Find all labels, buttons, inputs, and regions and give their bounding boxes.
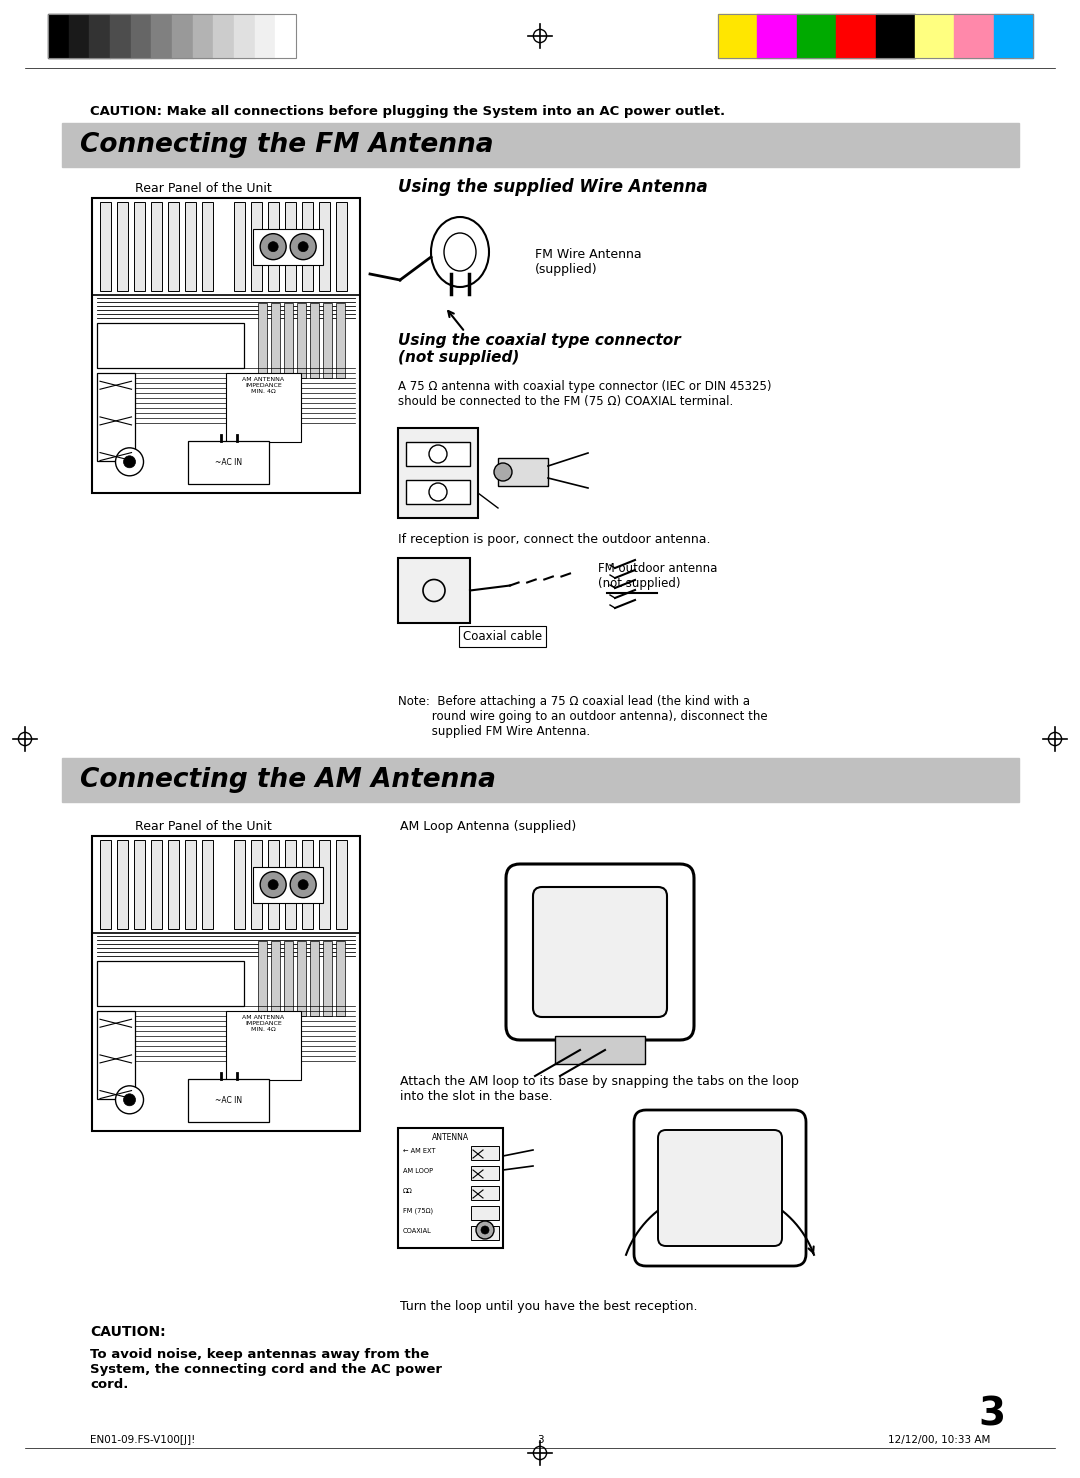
Bar [498,458,548,486]
Bar [555,1036,645,1064]
Text: CAUTION: Make all connections before plugging the System into an AC power outlet: CAUTION: Make all connections before plu… [90,105,725,118]
Bar [48,13,296,58]
Text: A 75 Ω antenna with coaxial type connector (IEC or DIN 45325)
should be connecte: A 75 Ω antenna with coaxial type connect… [399,380,771,408]
Bar [994,13,1032,58]
Bar [202,202,213,291]
Text: Turn the loop until you have the best reception.: Turn the loop until you have the best re… [400,1301,698,1312]
Bar [876,13,915,58]
Text: AM ANTENNA
IMPEDANCE
MIN. 4Ω: AM ANTENNA IMPEDANCE MIN. 4Ω [242,1015,285,1032]
Bar [302,840,313,930]
Bar [284,303,293,378]
Bar [62,123,1020,167]
Text: AM Loop Antenna (supplied): AM Loop Antenna (supplied) [400,820,577,834]
Text: FM (75Ω): FM (75Ω) [403,1208,433,1215]
Text: ~AC IN: ~AC IN [215,458,242,467]
Bar [319,202,330,291]
Bar [234,202,245,291]
Bar [797,13,836,58]
Bar [297,303,306,378]
Text: If reception is poor, connect the outdoor antenna.: If reception is poor, connect the outdoo… [399,534,711,545]
Bar [285,840,296,930]
Bar [285,202,296,291]
Circle shape [116,448,144,476]
Bar [97,324,244,368]
Bar [117,202,129,291]
Text: CAUTION:: CAUTION: [90,1324,165,1339]
Bar [336,840,347,930]
FancyBboxPatch shape [507,865,694,1041]
Text: Rear Panel of the Unit: Rear Panel of the Unit [135,820,272,834]
FancyBboxPatch shape [658,1131,782,1246]
Text: ← AM EXT: ← AM EXT [403,1148,435,1154]
Text: To avoid noise, keep antennas away from the
System, the connecting cord and the : To avoid noise, keep antennas away from … [90,1348,442,1391]
Bar [336,303,346,378]
Bar [226,374,301,442]
Bar [151,13,172,58]
Bar [97,1011,135,1098]
Circle shape [481,1225,489,1234]
Bar [336,941,346,1017]
Text: FM outdoor antenna
(not supplied): FM outdoor antenna (not supplied) [598,562,717,590]
Bar [251,840,262,930]
Bar [131,13,151,58]
Bar [268,202,279,291]
Bar [90,13,110,58]
Bar [253,229,323,265]
Bar [471,1225,499,1240]
Bar [258,303,267,378]
Bar [97,961,244,1007]
Bar [97,374,135,461]
Bar [92,837,360,1131]
Bar [399,559,470,624]
Bar [255,13,275,58]
Text: Connecting the AM Antenna: Connecting the AM Antenna [80,767,496,794]
Bar [319,840,330,930]
Circle shape [476,1221,494,1239]
FancyBboxPatch shape [634,1110,806,1267]
Bar [406,442,470,466]
Bar [258,941,267,1017]
Text: AM LOOP: AM LOOP [403,1168,433,1174]
Bar [234,13,255,58]
Text: ~AC IN: ~AC IN [215,1095,242,1106]
Bar [310,941,320,1017]
Bar [189,440,269,485]
Text: Note:  Before attaching a 75 Ω coaxial lead (the kind with a
         round wire: Note: Before attaching a 75 Ω coaxial le… [399,695,768,738]
Bar [757,13,797,58]
Bar [100,840,111,930]
Bar [955,13,994,58]
Circle shape [123,455,135,469]
Text: Coaxial cable: Coaxial cable [463,630,542,643]
Bar [189,1079,269,1122]
Text: AM ANTENNA
IMPEDANCE
MIN. 4Ω: AM ANTENNA IMPEDANCE MIN. 4Ω [242,377,285,393]
Bar [185,202,195,291]
Bar [185,840,195,930]
Text: ΩΩ: ΩΩ [403,1188,413,1194]
Text: 12/12/00, 10:33 AM: 12/12/00, 10:33 AM [888,1435,990,1445]
Text: ANTENNA: ANTENNA [432,1134,469,1142]
Bar [471,1206,499,1219]
Bar [271,303,280,378]
Circle shape [298,879,308,890]
Circle shape [291,872,316,897]
Bar [399,1128,503,1247]
FancyBboxPatch shape [534,887,667,1017]
Bar [271,941,280,1017]
Text: Using the coaxial type connector
(not supplied): Using the coaxial type connector (not su… [399,333,680,365]
Bar [62,758,1020,803]
Bar [718,13,757,58]
Bar [214,13,234,58]
Bar [92,198,360,494]
Bar [69,13,90,58]
Circle shape [268,879,279,890]
Bar [202,840,213,930]
Bar [151,202,162,291]
Bar [323,303,333,378]
Bar [471,1166,499,1179]
Bar [134,840,145,930]
Text: Using the supplied Wire Antenna: Using the supplied Wire Antenna [399,177,707,197]
Bar [268,840,279,930]
Circle shape [268,242,279,251]
Ellipse shape [431,217,489,287]
Bar [310,303,320,378]
